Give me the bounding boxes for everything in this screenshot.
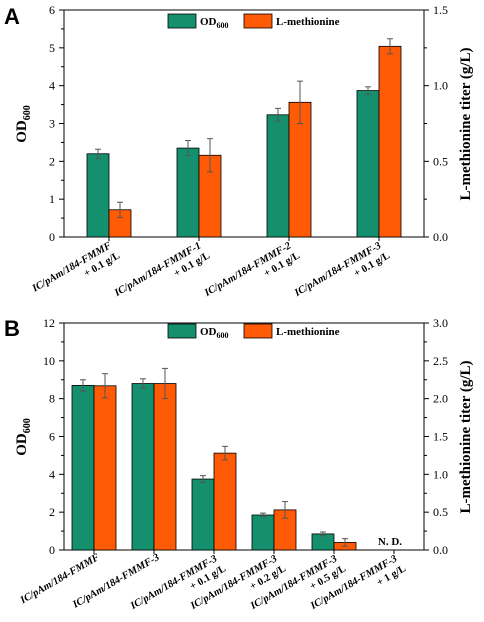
y-axis-right-title-a: L-methionine titer (g/L) xyxy=(458,47,474,200)
od600-bar xyxy=(191,478,215,551)
od600-bar xyxy=(71,385,95,551)
y-left-tick-label: 0 xyxy=(49,230,55,244)
legend-swatch-od600 xyxy=(167,323,197,339)
od600-bar xyxy=(131,383,155,551)
y-right-tick-label: 0.5 xyxy=(433,154,448,168)
y-left-tick-label: 4 xyxy=(49,79,55,93)
l-methionine-bar xyxy=(93,385,117,551)
y-axis-left-title-b: OD600 xyxy=(14,418,33,456)
l-methionine-bar xyxy=(213,452,237,551)
y-left-tick-label: 5 xyxy=(49,41,55,55)
od600-bar xyxy=(86,153,110,238)
category-labels-b: IC/pAm/184-FMMF IC/pAm/184-FMMF-3 IC/pAm… xyxy=(18,552,408,612)
y-left-tick-label: 12 xyxy=(43,316,55,330)
legend-swatch-od600 xyxy=(167,13,197,29)
y-right-tick-label: 1.0 xyxy=(433,467,448,481)
l-methionine-bar xyxy=(153,383,177,551)
y-left-tick-label: 4 xyxy=(49,467,55,481)
panel-a: A OD600 L-methionine 0 1 2 3 4 5 6 0.0 0.5 1.0 1.5… xyxy=(4,3,474,311)
y-right-tick-label: 1.5 xyxy=(433,430,448,444)
l-methionine-bar xyxy=(378,45,402,238)
y-left-tick-label: 6 xyxy=(49,3,55,17)
y-right-tick-label: 1.0 xyxy=(433,79,448,93)
panel-letter-a: A xyxy=(4,4,20,29)
od600-bar xyxy=(251,514,275,551)
legend-swatch-l-methionine xyxy=(243,323,273,339)
legend-swatch-l-methionine xyxy=(243,13,273,29)
panel-letter-b: B xyxy=(4,316,20,341)
od600-bar xyxy=(356,90,380,238)
y-left-tick-label: 2 xyxy=(49,154,55,168)
legend-label-l-methionine: L-methionine xyxy=(276,326,340,338)
bars-a xyxy=(86,38,402,238)
od600-bar xyxy=(311,533,335,551)
y-right-tick-label: 0.0 xyxy=(433,543,448,557)
y-left-tick-label: 1 xyxy=(49,192,55,206)
category-label: IC/pAm/184-FMMF-2 + 0.1 g/L xyxy=(202,239,302,311)
y-left-tick-label: 10 xyxy=(43,354,55,368)
y-right-tick-label: 2.5 xyxy=(433,354,448,368)
category-label: IC/pAm/184-FMMF-1 + 0.1 g/L xyxy=(112,239,212,311)
y-axis-right-title-b: L-methionine titer (g/L) xyxy=(458,360,474,513)
y-right-tick-label: 0.0 xyxy=(433,230,448,244)
axis-ticks-a: 0 1 2 3 4 5 6 0.0 0.5 1.0 1.5 xyxy=(49,3,448,244)
plot-frame-b xyxy=(63,322,425,551)
legend-label-l-methionine: L-methionine xyxy=(276,16,340,28)
od600-bar xyxy=(176,147,200,238)
y-axis-left-title-a: OD600 xyxy=(14,105,33,143)
legend-label-od600: OD600 xyxy=(200,16,229,30)
legend-b: OD600 L-methionine xyxy=(167,323,340,340)
legend-label-od600: OD600 xyxy=(200,326,229,340)
y-right-tick-label: 0.5 xyxy=(433,505,448,519)
y-left-tick-label: 8 xyxy=(49,392,55,406)
axis-ticks-b: 0 2 4 6 8 10 12 0.0 0.5 1.0 1.5 2.0 2.5 3.0 xyxy=(43,316,448,557)
y-left-tick-label: 2 xyxy=(49,505,55,519)
y-left-tick-label: 3 xyxy=(49,117,55,131)
y-left-tick-label: 6 xyxy=(49,430,55,444)
panel-b: B OD600 L-methionine 0 2 4 6 8 10 12 0.0 0.5 1.0 1… xyxy=(4,316,474,612)
category-label: IC/pAm/184-FMMF-3 + 0.1 g/L xyxy=(292,239,392,311)
y-left-tick-label: 0 xyxy=(49,543,55,557)
od600-bar xyxy=(266,114,290,238)
category-labels-a: IC/pAm/184-FMMF + 0.1 g/L IC/pAm/184-FMM… xyxy=(30,239,392,311)
category-label: IC/pAm/184-FMMF + 0.1 g/L xyxy=(30,239,122,306)
y-right-tick-label: 1.5 xyxy=(433,3,448,17)
y-right-tick-label: 3.0 xyxy=(433,316,448,330)
y-right-tick-label: 2.0 xyxy=(433,392,448,406)
bars-b xyxy=(71,367,357,551)
not-detected-label: N. D. xyxy=(378,536,402,548)
legend-a: OD600 L-methionine xyxy=(167,13,340,30)
